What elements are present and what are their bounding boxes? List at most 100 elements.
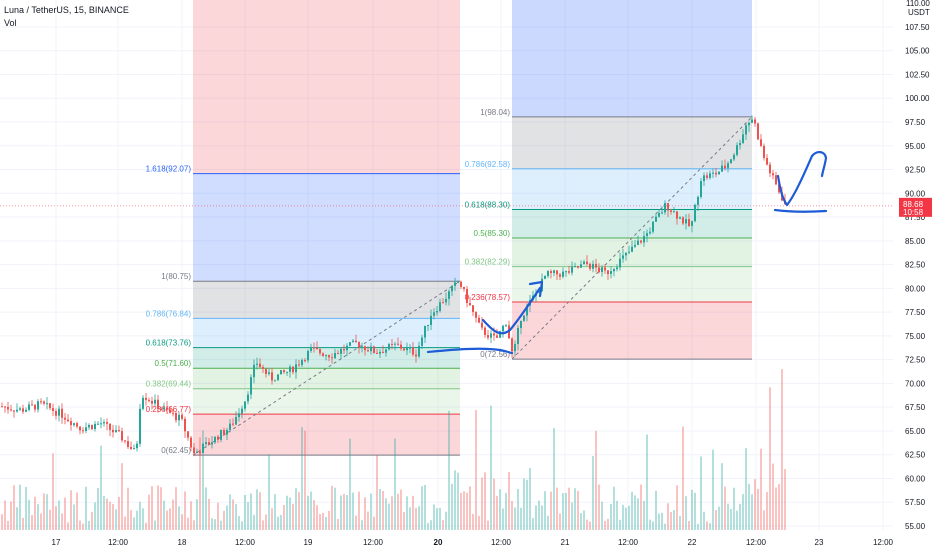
- candle-body: [262, 367, 264, 369]
- volume-bar: [592, 455, 594, 530]
- volume-bar: [310, 491, 312, 530]
- time-tick-label: 19: [304, 538, 313, 547]
- volume-bar: [664, 523, 666, 530]
- candle-body: [775, 175, 777, 185]
- candle-body: [637, 240, 639, 245]
- volume-bar: [343, 493, 345, 530]
- candle-body: [475, 312, 477, 318]
- candle-body: [778, 184, 780, 193]
- volume-bar: [661, 512, 663, 530]
- volume-bar: [199, 437, 201, 530]
- candle-body: [76, 423, 78, 427]
- volume-bar: [118, 496, 120, 530]
- volume-bar: [133, 517, 135, 530]
- candle-body: [724, 165, 726, 168]
- candle-body: [472, 305, 474, 313]
- candle-body: [328, 355, 330, 358]
- volume-bar: [214, 519, 216, 530]
- volume-bar: [166, 510, 168, 530]
- volume-bar: [220, 520, 222, 530]
- candle-body: [19, 408, 21, 410]
- fib-level-label: 0.618(88.30): [465, 200, 511, 209]
- volume-bar: [475, 410, 477, 530]
- volume-bar: [556, 487, 558, 530]
- volume-bar: [430, 520, 432, 530]
- candle-body: [430, 315, 432, 326]
- candle-body: [631, 246, 633, 252]
- candle-body: [544, 276, 546, 279]
- volume-bar: [202, 430, 204, 530]
- volume-bar: [442, 520, 444, 530]
- volume-bar: [781, 369, 783, 530]
- volume-bar: [730, 509, 732, 530]
- candle-body: [1, 406, 3, 408]
- time-tick-label: 12:00: [235, 538, 256, 547]
- candle-body: [169, 409, 171, 413]
- candle-body: [190, 437, 192, 448]
- volume-bar: [493, 478, 495, 530]
- candle-body: [394, 343, 396, 345]
- volume-bar: [184, 491, 186, 530]
- volume-bar: [454, 470, 456, 530]
- volume-bar: [580, 513, 582, 530]
- volume-bar: [7, 520, 9, 530]
- candle-body: [46, 403, 48, 405]
- volume-bar: [649, 519, 651, 530]
- volume-bar: [244, 495, 246, 530]
- candle-body: [694, 204, 696, 222]
- candle-body: [256, 363, 258, 365]
- candle-body: [34, 404, 36, 410]
- fib-level-label: 0.382(82.29): [465, 258, 511, 267]
- candle-body: [667, 203, 669, 211]
- candle-body: [286, 371, 288, 373]
- grid-lines: [0, 0, 893, 530]
- current-price-tag: [899, 197, 932, 217]
- candle-body: [625, 252, 627, 256]
- volume-bar: [412, 495, 414, 530]
- volume-bar: [217, 502, 219, 530]
- candle-body: [307, 350, 309, 361]
- volume-bar: [382, 490, 384, 530]
- candle-body: [484, 327, 486, 336]
- volume-bar: [433, 504, 435, 530]
- volume-bar: [253, 514, 255, 530]
- candle-body: [28, 404, 30, 410]
- candle-body: [526, 305, 528, 316]
- volume-bar: [163, 500, 165, 530]
- candle-body: [454, 282, 456, 286]
- volume-bar: [265, 514, 267, 530]
- volume-bar: [589, 521, 591, 530]
- fib-level-label: 0.236(78.57): [465, 293, 511, 302]
- volume-bar: [160, 487, 162, 530]
- volume-bar: [526, 479, 528, 530]
- volume-bar: [193, 520, 195, 530]
- candle-body: [679, 217, 681, 219]
- candle-body: [511, 338, 513, 352]
- volume-bar: [487, 520, 489, 530]
- price-tick-label: 67.50: [905, 403, 926, 412]
- candle-body: [577, 266, 579, 268]
- volume-bar: [481, 477, 483, 530]
- volume-bar: [763, 510, 765, 530]
- volume-bar: [103, 495, 105, 530]
- volume-bar: [70, 490, 72, 530]
- volume-bar: [625, 507, 627, 530]
- candle-body: [487, 335, 489, 338]
- volume-bar: [472, 513, 474, 530]
- candle-body: [592, 263, 594, 269]
- fib-band: [512, 209, 752, 238]
- ink-arrowhead: [528, 280, 544, 298]
- candle-body: [193, 447, 195, 454]
- candle-body: [172, 412, 174, 414]
- volume-bar: [82, 523, 84, 530]
- candle-body: [673, 211, 675, 213]
- volume-bar: [229, 494, 231, 530]
- candlestick-series: [1, 115, 786, 457]
- volume-bar: [391, 496, 393, 530]
- candle-body: [643, 236, 645, 243]
- volume-bar: [322, 512, 324, 530]
- candle-body: [772, 173, 774, 176]
